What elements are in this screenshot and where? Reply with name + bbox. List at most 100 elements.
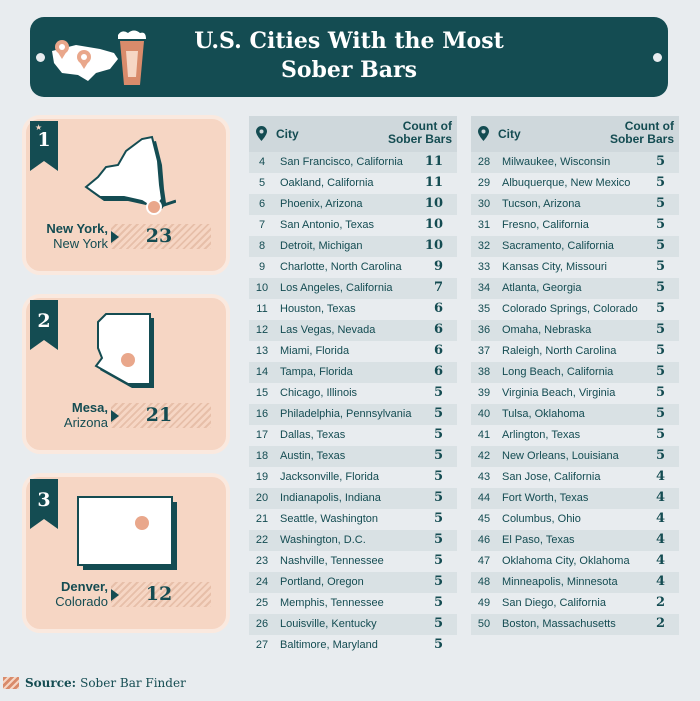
row-count: 9 bbox=[433, 259, 443, 274]
row-city: Washington, D.C. bbox=[280, 534, 366, 546]
table-row: 5 Oakland, California 11 bbox=[249, 173, 457, 194]
row-city: Omaha, Nebraska bbox=[502, 324, 592, 336]
row-count: 5 bbox=[655, 427, 665, 442]
row-city: Milwaukee, Wisconsin bbox=[502, 156, 611, 168]
row-count: 5 bbox=[655, 448, 665, 463]
row-count: 5 bbox=[655, 301, 665, 316]
row-city: Houston, Texas bbox=[280, 303, 356, 315]
row-city: San Francisco, California bbox=[280, 156, 403, 168]
row-rank: 30 bbox=[477, 198, 491, 210]
header-city: City bbox=[498, 127, 521, 141]
row-rank: 20 bbox=[255, 492, 269, 504]
row-rank: 45 bbox=[477, 513, 491, 525]
row-rank: 5 bbox=[258, 177, 266, 189]
row-city: Jacksonville, Florida bbox=[280, 471, 380, 483]
table-row: 39 Virginia Beach, Virginia 5 bbox=[471, 383, 679, 404]
table-row: 9 Charlotte, North Carolina 9 bbox=[249, 257, 457, 278]
row-rank: 47 bbox=[477, 555, 491, 567]
row-count: 10 bbox=[424, 217, 443, 232]
row-count: 6 bbox=[433, 343, 443, 358]
row-rank: 50 bbox=[477, 618, 491, 630]
row-city: Detroit, Michigan bbox=[280, 240, 363, 252]
row-city: Arlington, Texas bbox=[502, 429, 581, 441]
row-count: 5 bbox=[433, 385, 443, 400]
table-row: 24 Portland, Oregon 5 bbox=[249, 572, 457, 593]
row-rank: 12 bbox=[255, 324, 269, 336]
table-row: 40 Tulsa, Oklahoma 5 bbox=[471, 404, 679, 425]
row-city: Memphis, Tennessee bbox=[280, 597, 384, 609]
table-row: 50 Boston, Massachusetts 2 bbox=[471, 614, 679, 635]
table-row: 26 Louisville, Kentucky 5 bbox=[249, 614, 457, 635]
row-rank: 10 bbox=[255, 282, 269, 294]
row-rank: 11 bbox=[256, 303, 268, 315]
row-city: Baltimore, Maryland bbox=[280, 639, 378, 651]
row-count: 11 bbox=[424, 154, 443, 169]
table-row: 49 San Diego, California 2 bbox=[471, 593, 679, 614]
row-count: 5 bbox=[433, 511, 443, 526]
row-city: Portland, Oregon bbox=[280, 576, 364, 588]
row-city: Columbus, Ohio bbox=[502, 513, 581, 525]
row-city: Boston, Massachusetts bbox=[502, 618, 616, 630]
table-row: 30 Tucson, Arizona 5 bbox=[471, 194, 679, 215]
row-count: 4 bbox=[655, 574, 665, 589]
row-city: Seattle, Washington bbox=[280, 513, 379, 525]
row-rank: 34 bbox=[477, 282, 491, 294]
row-count: 4 bbox=[655, 490, 665, 505]
row-count: 6 bbox=[433, 301, 443, 316]
row-city: Kansas City, Missouri bbox=[502, 261, 607, 273]
row-rank: 8 bbox=[258, 240, 266, 252]
count-bar: 23 bbox=[111, 224, 211, 249]
row-rank: 27 bbox=[255, 639, 269, 651]
table-row: 17 Dallas, Texas 5 bbox=[249, 425, 457, 446]
row-count: 5 bbox=[433, 574, 443, 589]
table-row: 12 Las Vegas, Nevada 6 bbox=[249, 320, 457, 341]
city-name: Denver, Colorado bbox=[55, 579, 108, 609]
row-city: Colorado Springs, Colorado bbox=[502, 303, 638, 315]
table-row: 42 New Orleans, Louisiana 5 bbox=[471, 446, 679, 467]
row-rank: 17 bbox=[255, 429, 269, 441]
row-rank: 25 bbox=[255, 597, 269, 609]
row-count: 6 bbox=[433, 364, 443, 379]
row-count: 5 bbox=[655, 406, 665, 421]
table-row: 41 Arlington, Texas 5 bbox=[471, 425, 679, 446]
row-city: Chicago, Illinois bbox=[280, 387, 358, 399]
location-pin-icon bbox=[256, 126, 267, 141]
row-count: 10 bbox=[424, 196, 443, 211]
row-city: Raleigh, North Carolina bbox=[502, 345, 617, 357]
table-row: 21 Seattle, Washington 5 bbox=[249, 509, 457, 530]
row-count: 5 bbox=[433, 406, 443, 421]
row-city: Austin, Texas bbox=[280, 450, 346, 462]
row-count: 10 bbox=[424, 238, 443, 253]
row-city: Tucson, Arizona bbox=[502, 198, 581, 210]
row-rank: 24 bbox=[255, 576, 269, 588]
row-rank: 48 bbox=[477, 576, 491, 588]
row-count: 11 bbox=[424, 175, 443, 190]
row-rank: 33 bbox=[477, 261, 491, 273]
row-count: 5 bbox=[433, 553, 443, 568]
rank-ribbon-icon: ★ bbox=[30, 121, 58, 171]
row-city: San Jose, California bbox=[502, 471, 601, 483]
source-note: Source: Sober Bar Finder bbox=[3, 676, 186, 690]
table-row: 18 Austin, Texas 5 bbox=[249, 446, 457, 467]
row-count: 5 bbox=[655, 175, 665, 190]
count-value: 23 bbox=[145, 225, 173, 247]
count-value: 12 bbox=[145, 583, 173, 605]
row-rank: 28 bbox=[477, 156, 491, 168]
row-count: 2 bbox=[655, 616, 665, 631]
table-row: 11 Houston, Texas 6 bbox=[249, 299, 457, 320]
table-row: 8 Detroit, Michigan 10 bbox=[249, 236, 457, 257]
row-rank: 43 bbox=[477, 471, 491, 483]
row-count: 5 bbox=[655, 217, 665, 232]
table-row: 38 Long Beach, California 5 bbox=[471, 362, 679, 383]
table-row: 7 San Antonio, Texas 10 bbox=[249, 215, 457, 236]
row-city: Dallas, Texas bbox=[280, 429, 346, 441]
cities-table-right: City Count of Sober Bars 28 Milwaukee, Wi… bbox=[471, 116, 679, 635]
table-row: 47 Oklahoma City, Oklahoma 4 bbox=[471, 551, 679, 572]
table-row: 48 Minneapolis, Minnesota 4 bbox=[471, 572, 679, 593]
row-count: 5 bbox=[433, 595, 443, 610]
row-count: 5 bbox=[433, 532, 443, 547]
table-header: City Count of Sober Bars bbox=[471, 116, 679, 152]
row-count: 4 bbox=[655, 469, 665, 484]
table-row: 35 Colorado Springs, Colorado 5 bbox=[471, 299, 679, 320]
rank-ribbon-icon bbox=[30, 300, 58, 350]
